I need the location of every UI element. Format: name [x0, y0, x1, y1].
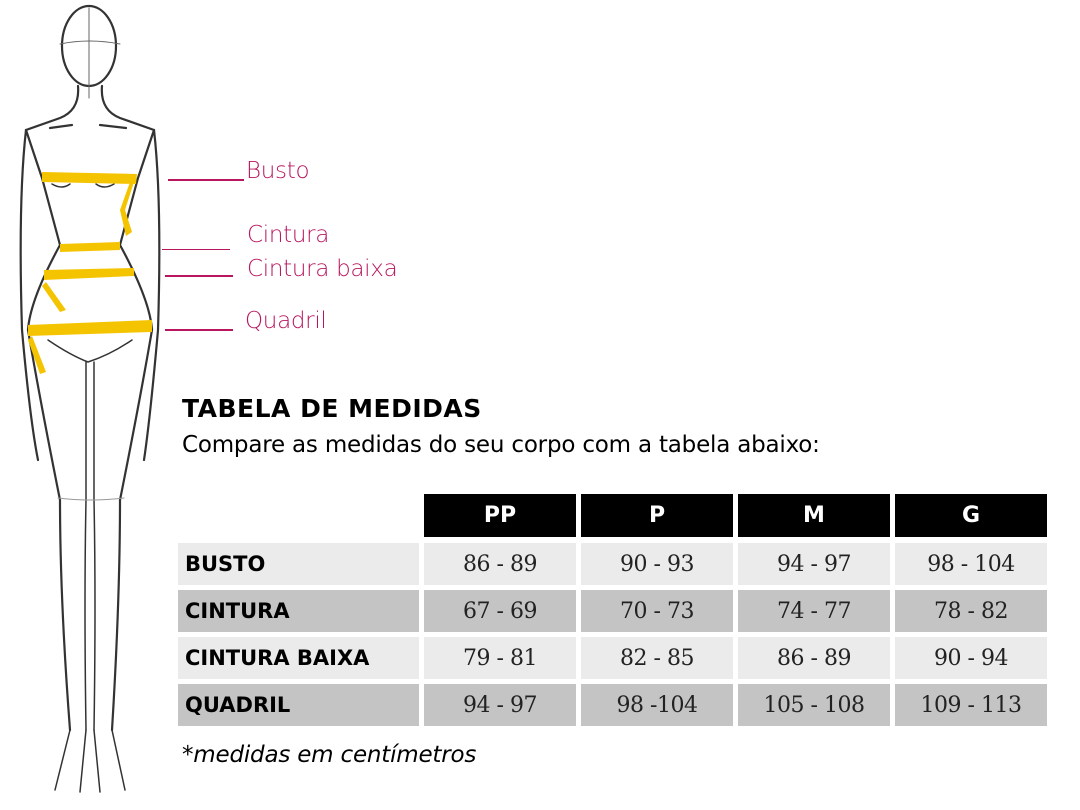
cintura-label: Cintura — [247, 222, 330, 248]
busto-pointer-line — [168, 179, 244, 181]
table-cell: 105 - 108 — [738, 684, 890, 726]
cintura-baixa-pointer-line — [165, 275, 233, 277]
cintura-baixa-label: Cintura baixa — [247, 256, 398, 282]
table-cell: 98 -104 — [581, 684, 733, 726]
table-cell: 90 - 94 — [895, 637, 1047, 679]
row-label: BUSTO — [178, 543, 419, 585]
page-subtitle: Compare as medidas do seu corpo com a ta… — [182, 432, 820, 458]
table-cell: 86 - 89 — [424, 543, 576, 585]
table-cell: 94 - 97 — [424, 684, 576, 726]
row-label: QUADRIL — [178, 684, 419, 726]
row-label: CINTURA — [178, 590, 419, 632]
column-header: M — [738, 494, 890, 537]
row-label: CINTURA BAIXA — [178, 637, 419, 679]
table-cell: 74 - 77 — [738, 590, 890, 632]
page-title: TABELA DE MEDIDAS — [182, 394, 482, 423]
table-cell: 67 - 69 — [424, 590, 576, 632]
table-cell: 79 - 81 — [424, 637, 576, 679]
column-header: G — [895, 494, 1047, 537]
column-header: P — [581, 494, 733, 537]
units-note: *medidas em centímetros — [182, 742, 477, 768]
table-cell: 70 - 73 — [581, 590, 733, 632]
quadril-label: Quadril — [245, 308, 327, 334]
table-cell: 109 - 113 — [895, 684, 1047, 726]
table-cell: 86 - 89 — [738, 637, 890, 679]
table-cell: 90 - 93 — [581, 543, 733, 585]
cintura-pointer-line — [162, 249, 230, 250]
table-cell: 94 - 97 — [738, 543, 890, 585]
body-figure-illustration — [19, 4, 161, 793]
quadril-pointer-line — [165, 329, 233, 331]
table-cell: 82 - 85 — [581, 637, 733, 679]
table-cell: 98 - 104 — [895, 543, 1047, 585]
busto-label: Busto — [246, 158, 310, 184]
column-header: PP — [424, 494, 576, 537]
table-cell: 78 - 82 — [895, 590, 1047, 632]
